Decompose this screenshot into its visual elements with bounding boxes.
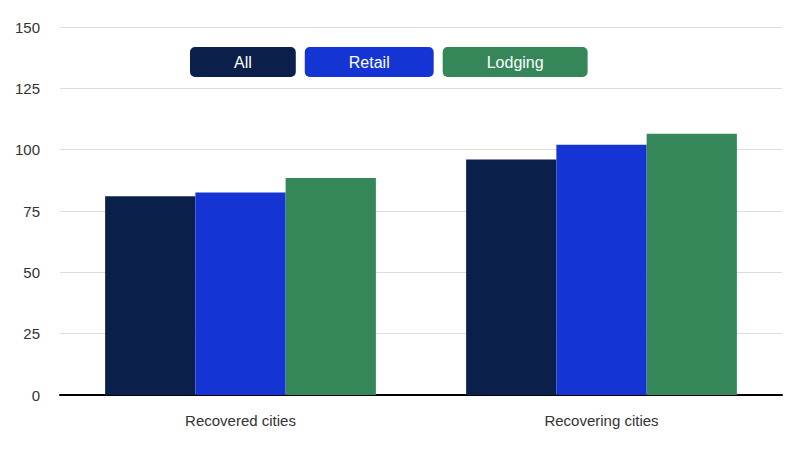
- svg-text:All: All: [234, 54, 252, 71]
- svg-text:Lodging: Lodging: [487, 54, 544, 71]
- svg-text:75: 75: [23, 203, 40, 220]
- svg-text:Recovering cities: Recovering cities: [544, 412, 658, 429]
- svg-text:50: 50: [23, 264, 40, 281]
- svg-text:0: 0: [32, 387, 40, 404]
- svg-text:150: 150: [15, 19, 40, 36]
- svg-text:Retail: Retail: [349, 54, 390, 71]
- svg-text:100: 100: [15, 141, 40, 158]
- svg-text:125: 125: [15, 80, 40, 97]
- svg-text:Recovered cities: Recovered cities: [185, 412, 296, 429]
- svg-text:25: 25: [23, 325, 40, 342]
